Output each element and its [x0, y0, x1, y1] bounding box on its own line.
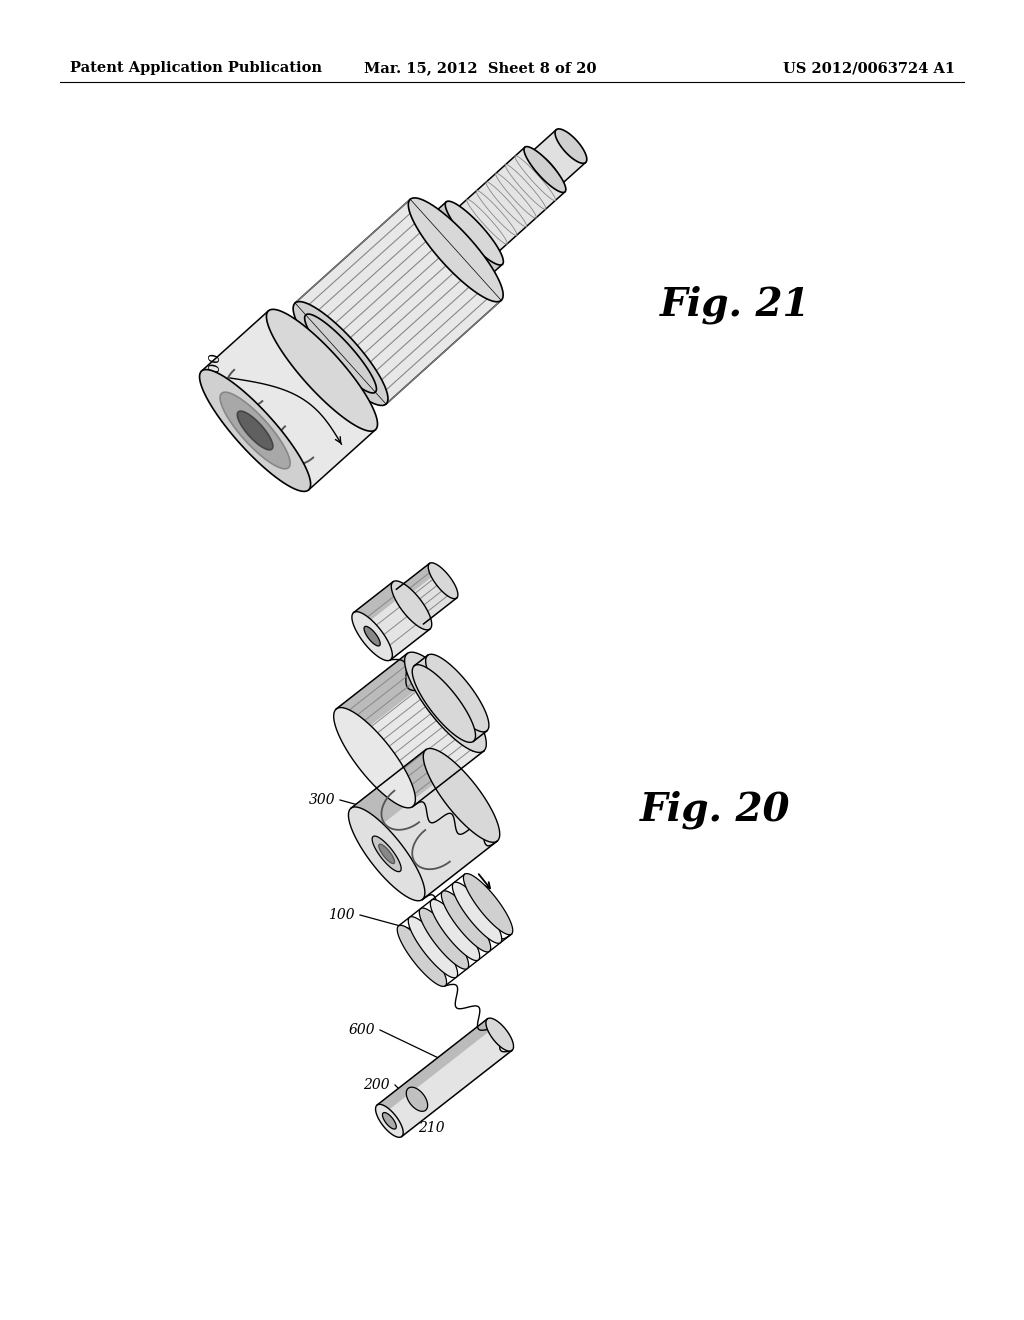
Polygon shape	[529, 152, 561, 186]
Polygon shape	[427, 218, 484, 281]
Polygon shape	[304, 314, 377, 393]
Polygon shape	[353, 582, 403, 626]
Text: Patent Application Publication: Patent Application Publication	[70, 61, 322, 75]
Polygon shape	[376, 1105, 403, 1138]
Polygon shape	[415, 655, 486, 742]
Polygon shape	[286, 331, 357, 409]
Text: 200: 200	[364, 1078, 390, 1092]
Polygon shape	[555, 129, 587, 164]
Polygon shape	[407, 1088, 428, 1111]
Polygon shape	[455, 148, 565, 255]
Text: Fig. 21: Fig. 21	[660, 285, 811, 325]
Polygon shape	[453, 882, 502, 944]
Polygon shape	[409, 916, 458, 978]
Polygon shape	[287, 315, 376, 409]
Polygon shape	[485, 1018, 513, 1051]
Polygon shape	[524, 147, 566, 193]
Polygon shape	[377, 1019, 512, 1137]
Polygon shape	[238, 411, 272, 450]
Text: 210: 210	[418, 1121, 444, 1135]
Polygon shape	[428, 202, 503, 281]
Polygon shape	[336, 653, 483, 807]
Polygon shape	[202, 310, 376, 490]
Polygon shape	[404, 652, 486, 752]
Polygon shape	[454, 210, 496, 256]
Polygon shape	[391, 581, 432, 630]
Polygon shape	[334, 708, 416, 808]
Polygon shape	[419, 908, 469, 969]
Polygon shape	[530, 129, 586, 186]
Polygon shape	[351, 750, 498, 899]
Text: Mar. 15, 2012  Sheet 8 of 20: Mar. 15, 2012 Sheet 8 of 20	[364, 61, 596, 75]
Polygon shape	[372, 836, 401, 871]
Polygon shape	[295, 199, 501, 404]
Polygon shape	[377, 1019, 495, 1114]
Polygon shape	[351, 750, 445, 833]
Polygon shape	[396, 564, 437, 599]
Polygon shape	[293, 301, 388, 405]
Polygon shape	[464, 874, 513, 935]
Polygon shape	[379, 845, 394, 863]
Text: 600: 600	[348, 1023, 375, 1038]
Polygon shape	[426, 655, 488, 731]
Text: US 2012/0063724 A1: US 2012/0063724 A1	[783, 61, 955, 75]
Polygon shape	[396, 564, 457, 624]
Text: 300: 300	[308, 793, 335, 807]
Text: 100: 100	[329, 908, 355, 921]
Polygon shape	[428, 562, 458, 599]
Polygon shape	[441, 891, 490, 952]
Polygon shape	[445, 201, 504, 265]
Polygon shape	[395, 589, 425, 624]
Polygon shape	[415, 655, 444, 686]
Polygon shape	[266, 309, 378, 432]
Polygon shape	[397, 925, 446, 986]
Polygon shape	[423, 748, 500, 842]
Polygon shape	[430, 899, 479, 961]
Polygon shape	[364, 627, 380, 645]
Polygon shape	[413, 665, 475, 742]
Text: Fig. 20: Fig. 20	[640, 791, 791, 829]
Polygon shape	[336, 653, 428, 735]
Polygon shape	[352, 611, 392, 661]
Polygon shape	[220, 392, 290, 469]
Text: 1400: 1400	[208, 351, 222, 389]
Polygon shape	[200, 370, 310, 491]
Polygon shape	[383, 1113, 396, 1129]
Polygon shape	[348, 807, 425, 900]
Polygon shape	[409, 198, 503, 302]
Polygon shape	[353, 582, 430, 660]
